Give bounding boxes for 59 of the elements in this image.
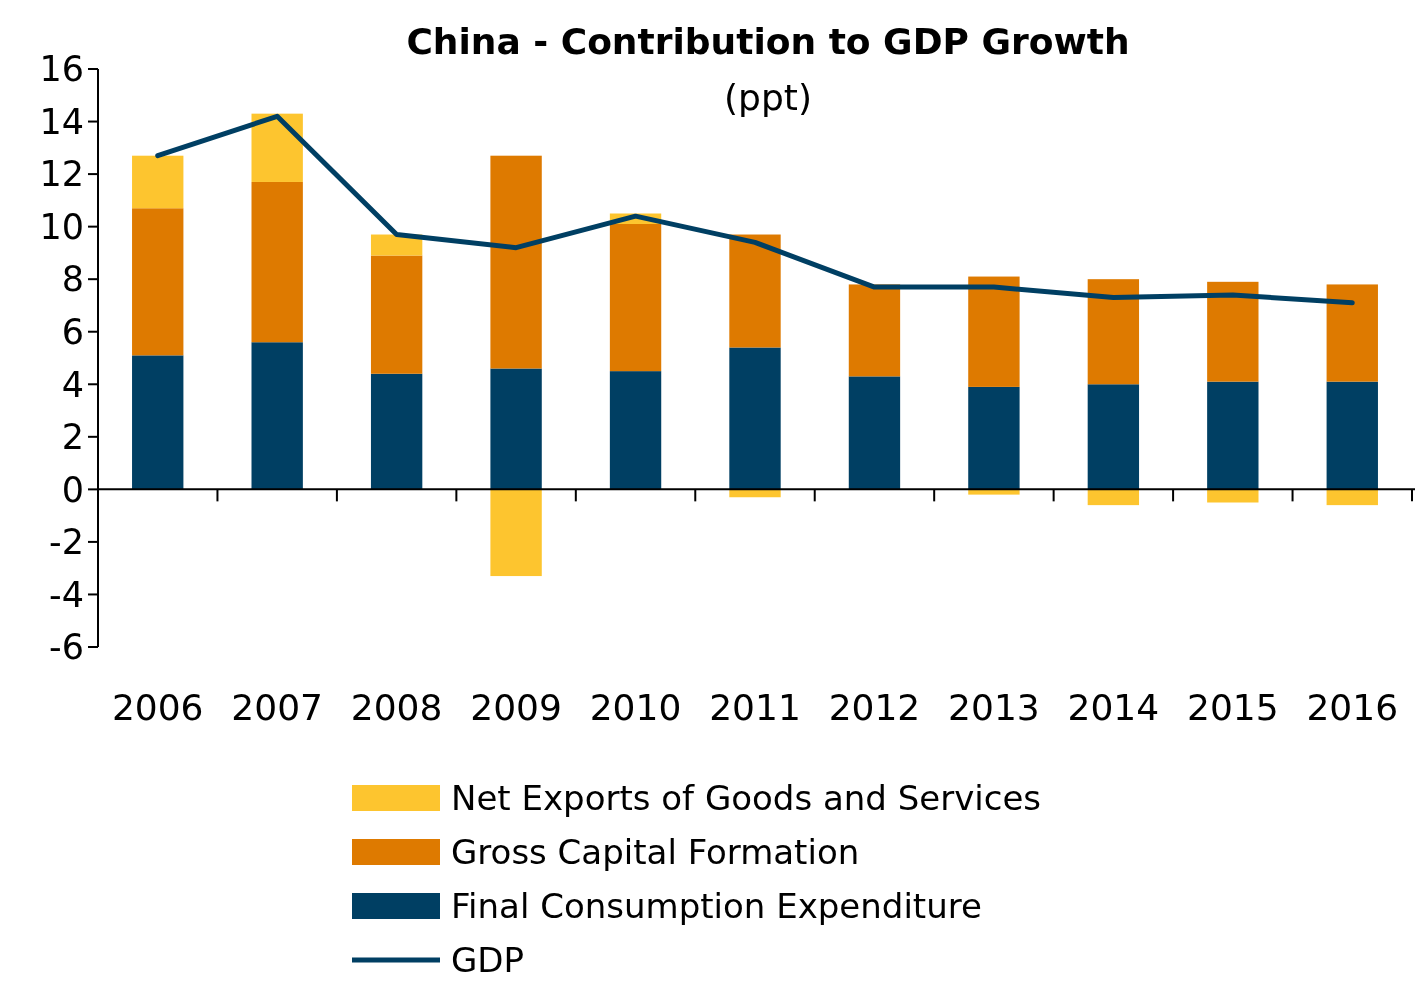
bar	[968, 386, 1020, 490]
bar	[1326, 381, 1378, 490]
y-tick-label: -6	[49, 627, 84, 668]
y-tick-label: 0	[61, 469, 84, 510]
y-tick-label: 16	[39, 49, 84, 90]
x-tick-label: 2010	[589, 687, 682, 728]
y-tick-label: 4	[61, 364, 84, 405]
bar	[729, 234, 781, 348]
bar	[1087, 489, 1140, 506]
bar	[251, 181, 303, 343]
y-tick-label: 8	[61, 259, 84, 300]
y-tick-label: 6	[61, 311, 84, 352]
y-tick-label: 12	[39, 154, 84, 195]
bar	[490, 489, 542, 577]
bar	[609, 371, 662, 490]
bar	[1207, 281, 1259, 382]
bar	[729, 347, 781, 490]
bar	[1326, 284, 1378, 382]
x-tick-label: 2009	[470, 687, 562, 728]
bar	[490, 368, 542, 490]
x-tick-label: 2008	[350, 687, 443, 728]
bar	[968, 276, 1020, 387]
bar	[1087, 279, 1140, 385]
x-tick-label: 2012	[828, 687, 921, 728]
y-tick-label: -2	[49, 522, 84, 563]
bar	[968, 489, 1020, 495]
x-tick-label: 2016	[1306, 687, 1399, 728]
bar	[1207, 489, 1259, 503]
chart-title: China - Contribution to GDP Growth	[406, 21, 1130, 62]
bar	[1207, 381, 1259, 490]
y-tick-label: -4	[49, 574, 84, 615]
bar	[729, 489, 781, 498]
y-tick-label: 14	[39, 101, 84, 142]
bar	[370, 255, 423, 374]
bar	[490, 155, 542, 369]
bar	[609, 224, 662, 372]
bar	[848, 284, 901, 377]
x-tick-label: 2014	[1067, 687, 1160, 728]
y-tick-label: 10	[39, 206, 84, 247]
y-tick-label: 2	[61, 417, 84, 458]
bar	[132, 355, 184, 490]
chart-subtitle: (ppt)	[724, 77, 812, 118]
legend-label: Final Consumption Expenditure	[451, 885, 982, 926]
bar	[1326, 489, 1378, 506]
bar	[251, 342, 303, 490]
x-tick-label: 2007	[231, 687, 323, 728]
legend-label: GDP	[451, 939, 525, 980]
bar	[848, 376, 901, 490]
legend-label: Net Exports of Goods and Services	[451, 777, 1042, 818]
x-tick-label: 2011	[709, 687, 801, 728]
bar	[132, 208, 184, 356]
bar	[132, 155, 184, 209]
x-tick-label: 2013	[948, 687, 1040, 728]
bar	[251, 113, 303, 182]
legend-label: Gross Capital Formation	[451, 831, 860, 872]
x-tick-label: 2015	[1187, 687, 1279, 728]
x-tick-label: 2006	[111, 687, 204, 728]
bar	[370, 373, 423, 490]
bar	[1087, 384, 1140, 490]
